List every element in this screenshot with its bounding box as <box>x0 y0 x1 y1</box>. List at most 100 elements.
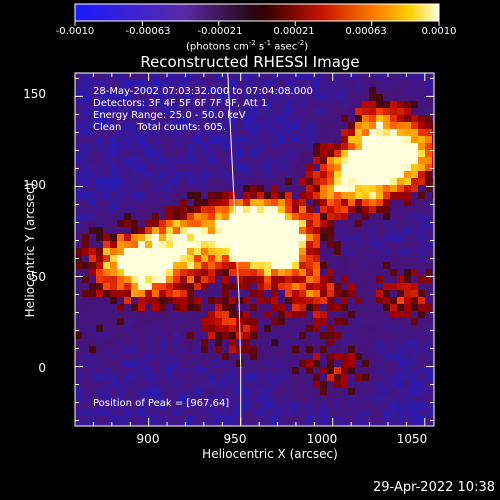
heatmap-pixel <box>166 150 173 157</box>
heatmap-pixel <box>131 227 138 234</box>
heatmap-pixel <box>362 402 369 409</box>
heatmap-pixel <box>257 255 264 262</box>
heatmap-pixel <box>285 234 292 241</box>
heatmap-pixel <box>425 318 432 325</box>
heatmap-pixel <box>390 213 397 220</box>
heatmap-pixel <box>187 206 194 213</box>
heatmap-pixel <box>271 101 278 108</box>
heatmap-pixel <box>166 108 173 115</box>
heatmap-pixel <box>96 220 103 227</box>
heatmap-pixel <box>117 381 124 388</box>
heatmap-pixel <box>222 402 229 409</box>
heatmap-pixel <box>152 143 159 150</box>
heatmap-pixel <box>292 150 299 157</box>
heatmap-pixel <box>159 178 166 185</box>
heatmap-pixel <box>89 129 96 136</box>
heatmap-pixel <box>271 353 278 360</box>
heatmap-pixel <box>201 171 208 178</box>
heatmap-pixel <box>292 234 299 241</box>
heatmap-pixel <box>432 213 434 220</box>
heatmap-pixel <box>110 234 117 241</box>
heatmap-pixel <box>159 367 166 374</box>
heatmap-pixel <box>362 143 369 150</box>
heatmap-pixel <box>306 80 313 87</box>
heatmap-pixel <box>138 353 145 360</box>
heatmap-pixel <box>173 213 180 220</box>
heatmap-pixel <box>383 339 390 346</box>
heatmap-pixel <box>369 136 376 143</box>
heatmap-pixel <box>278 129 285 136</box>
heatmap-pixel <box>390 143 397 150</box>
heatmap-pixel <box>313 164 320 171</box>
heatmap-pixel <box>271 227 278 234</box>
heatmap-pixel <box>96 199 103 206</box>
heatmap-pixel <box>369 164 376 171</box>
footer-timestamp: 29-Apr-2022 10:38 <box>373 480 495 495</box>
heatmap-pixel <box>264 87 271 94</box>
heatmap-pixel <box>166 94 173 101</box>
heatmap-pixel <box>285 192 292 199</box>
heatmap-pixel <box>229 374 236 381</box>
heatmap-pixel <box>152 136 159 143</box>
heatmap-pixel <box>145 150 152 157</box>
heatmap-pixel <box>166 290 173 297</box>
heatmap-pixel <box>166 80 173 87</box>
heatmap-pixel <box>355 262 362 269</box>
heatmap-pixel <box>82 402 89 409</box>
heatmap-pixel <box>271 73 278 80</box>
heatmap-pixel <box>418 423 425 426</box>
heatmap-pixel <box>341 115 348 122</box>
heatmap-pixel <box>341 360 348 367</box>
heatmap-pixel <box>201 311 208 318</box>
heatmap-pixel <box>110 374 117 381</box>
heatmap-pixel <box>82 381 89 388</box>
heatmap-pixel <box>376 395 383 402</box>
heatmap-pixel <box>75 276 82 283</box>
heatmap-pixel <box>299 199 306 206</box>
heatmap-pixel <box>292 101 299 108</box>
heatmap-pixel <box>110 332 117 339</box>
heatmap-pixel <box>271 199 278 206</box>
heatmap-pixel <box>96 283 103 290</box>
heatmap-pixel <box>110 122 117 129</box>
heatmap-pixel <box>187 388 194 395</box>
heatmap-pixel <box>82 297 89 304</box>
heatmap-pixel <box>89 164 96 171</box>
heatmap-pixel <box>383 73 390 80</box>
heatmap-pixel <box>390 108 397 115</box>
heatmap-pixel <box>425 276 432 283</box>
heatmap-pixel <box>159 80 166 87</box>
heatmap-pixel <box>404 395 411 402</box>
heatmap-pixel <box>187 339 194 346</box>
heatmap-pixel <box>215 290 222 297</box>
heatmap-pixel <box>264 101 271 108</box>
heatmap-pixel <box>243 262 250 269</box>
heatmap-pixel <box>201 206 208 213</box>
heatmap-pixel <box>411 122 418 129</box>
heatmap-pixel <box>229 199 236 206</box>
heatmap-pixel <box>201 136 208 143</box>
heatmap-pixel <box>194 402 201 409</box>
heatmap-pixel <box>96 367 103 374</box>
heatmap-pixel <box>418 122 425 129</box>
heatmap-pixel <box>117 171 124 178</box>
heatmap-pixel <box>152 402 159 409</box>
heatmap-pixel <box>215 269 222 276</box>
heatmap-pixel <box>334 241 341 248</box>
heatmap-pixel <box>124 346 131 353</box>
heatmap-pixel <box>180 311 187 318</box>
heatmap-pixel <box>411 80 418 87</box>
heatmap-pixel <box>313 297 320 304</box>
heatmap-pixel <box>397 248 404 255</box>
colorbar-tick-label: 0.00063 <box>345 26 387 37</box>
heatmap-pixel <box>82 150 89 157</box>
heatmap-pixel <box>376 136 383 143</box>
heatmap-pixel <box>425 248 432 255</box>
heatmap-pixel <box>299 73 306 80</box>
heatmap-pixel <box>278 290 285 297</box>
heatmap-pixel <box>341 108 348 115</box>
heatmap-pixel <box>404 101 411 108</box>
x-tick-label: 900 <box>136 432 160 446</box>
heatmap-pixel <box>257 297 264 304</box>
heatmap-pixel <box>152 353 159 360</box>
